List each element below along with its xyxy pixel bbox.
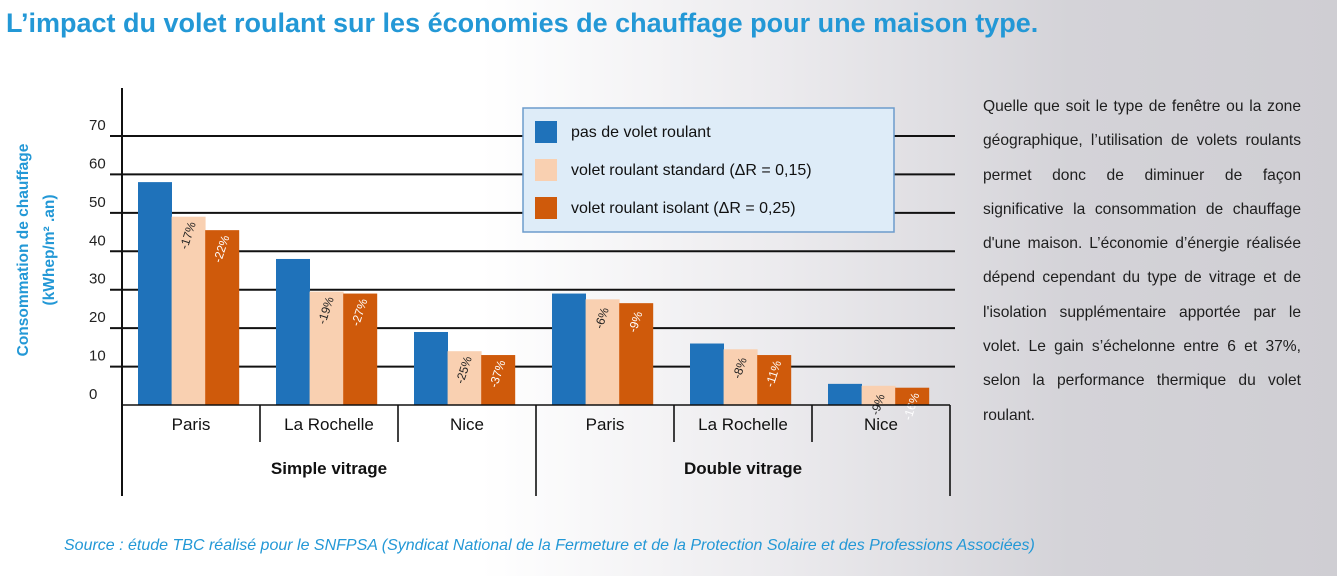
y-tick-0: 0: [89, 386, 97, 403]
category-label-4: La Rochelle: [698, 415, 788, 434]
category-label-1: La Rochelle: [284, 415, 374, 434]
legend-swatch-1: [535, 159, 557, 181]
legend-label-1: volet roulant standard (ΔR = 0,15): [571, 162, 812, 179]
legend-swatch-2: [535, 197, 557, 219]
bar-s1-c3: [585, 299, 620, 405]
legend-label-0: pas de volet roulant: [571, 124, 711, 141]
legend-box: [522, 107, 895, 233]
legend-label-2: volet roulant isolant (ΔR = 0,25): [571, 200, 796, 217]
bar-s0-c2: [414, 331, 448, 405]
y-axis-label-line-2: (kWhep/m² .an): [41, 194, 58, 305]
legend: pas de volet roulant volet roulant standa…: [522, 107, 895, 233]
bar-s0-c1: [276, 258, 310, 405]
bar-s2-c4: [757, 355, 792, 405]
category-label-5: Nice: [864, 415, 898, 434]
bars: [138, 182, 930, 405]
y-tick-20: 20: [89, 309, 106, 326]
category-label-3: Paris: [586, 415, 625, 434]
page-title: L’impact du volet roulant sur les économ…: [6, 8, 1039, 38]
y-tick-60: 60: [89, 155, 106, 172]
source-note: Source : étude TBC réalisé pour le SNFPS…: [64, 537, 1035, 554]
category-label-2: Nice: [450, 415, 484, 434]
x-axis: Paris La Rochelle Nice Paris La Rochelle Nice…: [121, 88, 951, 496]
y-tick-40: 40: [89, 232, 106, 249]
bar-s1-c4: [723, 349, 758, 405]
y-tick-30: 30: [89, 271, 106, 288]
legend-swatch-0: [535, 121, 557, 143]
y-axis-label-line-1: Consommation de chauffage: [15, 143, 32, 356]
bar-label-s1-c4: -8%: [730, 355, 750, 380]
category-label-0: Paris: [172, 415, 211, 434]
y-tick-labels: 0 10 20 30 40 50 60 70: [89, 117, 106, 403]
group-label-1: Double vitrage: [684, 459, 802, 478]
y-tick-10: 10: [89, 348, 106, 365]
y-tick-50: 50: [89, 194, 106, 211]
bar-s2-c1: [343, 293, 378, 405]
group-label-0: Simple vitrage: [271, 459, 387, 478]
bar-s2-c0: [205, 230, 240, 405]
description-text: Quelle que soit le type de fenêtre ou la…: [983, 98, 1301, 424]
bar-s1-c1: [309, 291, 344, 405]
bar-s1-c5: [861, 385, 896, 405]
bar-s2-c2: [481, 355, 516, 405]
bar-s0-c5: [828, 383, 862, 405]
bar-s0-c4: [690, 343, 724, 405]
bar-s0-c3: [552, 293, 586, 405]
bar-label-s2-c3: -9%: [625, 309, 645, 334]
bar-s2-c3: [619, 303, 654, 405]
bar-chart: Consommation de chauffage (kWhep/m² .an)…: [15, 88, 955, 496]
bar-s1-c0: [171, 216, 206, 405]
bar-s2-c5: [895, 387, 930, 405]
bar-s1-c2: [447, 351, 482, 405]
y-tick-70: 70: [89, 117, 106, 134]
bar-s0-c0: [138, 182, 172, 405]
bar-label-s1-c3: -6%: [592, 305, 612, 330]
